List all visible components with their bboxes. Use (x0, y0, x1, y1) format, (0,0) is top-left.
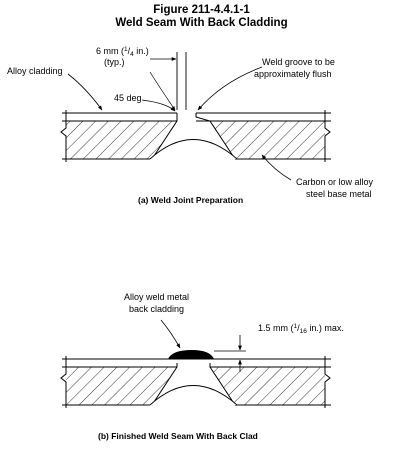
figure-number: Figure 211-4.4.1-1 (153, 4, 250, 16)
gap-dimension-label: 6 mm (1/4 in.) (96, 46, 149, 58)
right-plate-b (210, 367, 325, 405)
alloy-cladding-label: Alloy cladding (7, 66, 63, 76)
weld-joint-preparation-drawing (60, 52, 331, 181)
right-break-line (324, 110, 331, 162)
angle-label: 45 deg (114, 93, 142, 103)
plate-outline (62, 112, 331, 160)
left-break-line (60, 110, 67, 162)
weld-groove-label-line2: approximately flush (254, 69, 332, 79)
back-clad-label-line1: Alloy weld metal (124, 292, 189, 302)
part-a-caption: (a) Weld Joint Preparation (138, 195, 243, 205)
base-metal-label-line1: Carbon or low alloy (296, 177, 374, 187)
right-plate-base-metal (210, 121, 325, 159)
typical-note: (typ.) (104, 57, 125, 67)
weld-groove-label-line1: Weld groove to be (262, 57, 335, 67)
back-clad-label-line2: back cladding (129, 304, 184, 314)
finished-weld-seam-drawing (60, 319, 331, 408)
base-metal-label-line2: steel base metal (306, 189, 372, 199)
groove-profile (151, 113, 236, 160)
max-thickness-label: 1.5 mm (1/16 in.) max. (258, 323, 344, 335)
groove-root (149, 139, 238, 160)
left-plate-base-metal (66, 121, 177, 159)
back-cladding-weld-metal (168, 350, 214, 359)
left-plate-b (66, 367, 177, 405)
part-b-caption: (b) Finished Weld Seam With Back Clad (98, 431, 258, 441)
figure-title: Weld Seam With Back Cladding (115, 17, 288, 29)
